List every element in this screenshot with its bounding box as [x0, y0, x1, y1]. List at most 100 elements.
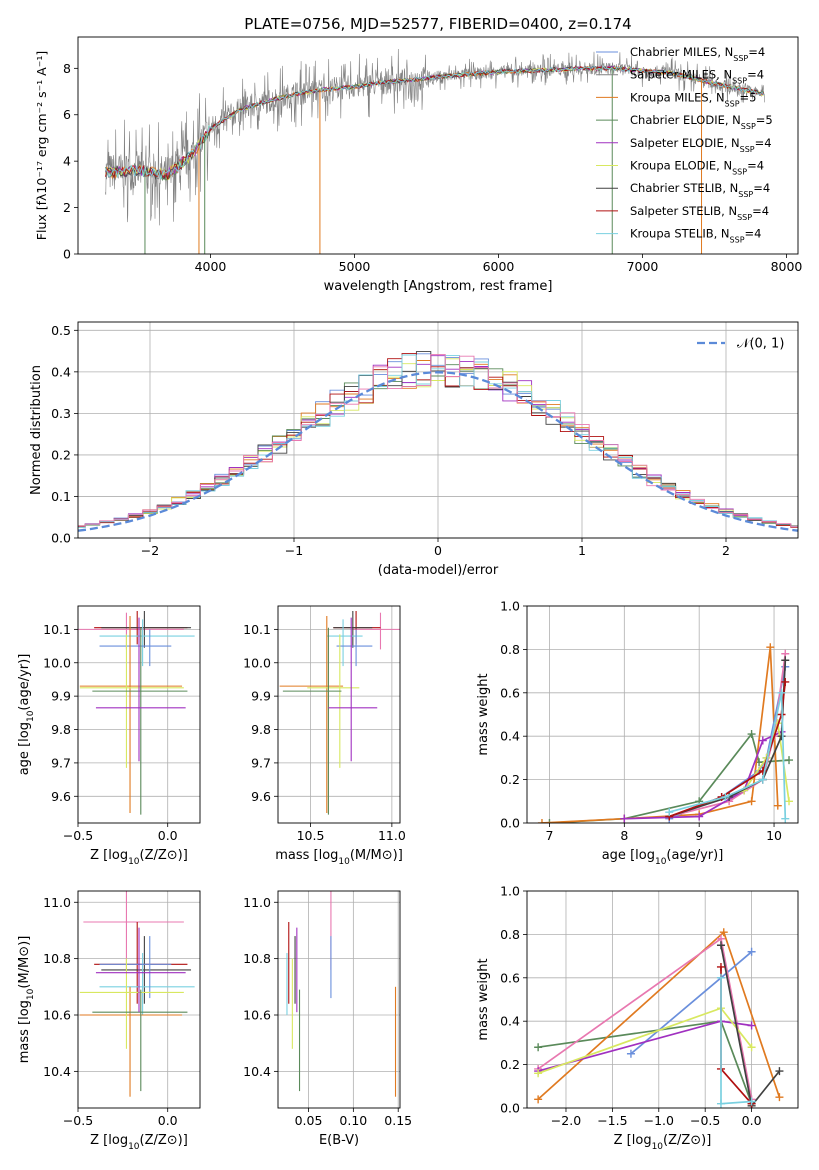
- ytick-label-mass_vs_ebv: 10.4: [243, 1064, 271, 1079]
- xtick-label-residuals: −1: [285, 543, 303, 558]
- ytick-label-spectrum: 0: [63, 247, 71, 262]
- weight-point-marker: [716, 1099, 725, 1108]
- legend-entry: Salpeter ELODIE, NSSP=4: [630, 136, 772, 154]
- errorbar-point: [101, 611, 192, 648]
- ytick-label-mass_vs_ebv: 11.0: [243, 895, 271, 910]
- ytick-label-age_vs_Z: 9.7: [51, 755, 71, 770]
- xlabel-weight_vs_age: age [log10(age/yr)]: [602, 848, 724, 867]
- ytick-label-spectrum: 6: [63, 107, 71, 122]
- xtick-label-spectrum: 5000: [339, 259, 371, 274]
- ytick-label-weight_vs_Z: 0.2: [500, 1057, 520, 1072]
- plot-area-age_vs_mass: [279, 611, 400, 815]
- xlabel-weight_vs_Z-pre: Z [log: [614, 1133, 652, 1148]
- xlabel-weight_vs_age-pre: age [log: [602, 848, 655, 863]
- xlabel-residuals: (data-model)/error: [378, 563, 499, 578]
- weight-point-marker: [716, 973, 725, 982]
- panel-spectrum: 4000 5000 6000 7000 8000 0 2 4 6 8 wavelength [Ang…: [34, 36, 802, 294]
- xtick-label-weight_vs_age: 9: [695, 828, 703, 843]
- ytick-label-weight_vs_Z: 0.8: [500, 927, 520, 942]
- errorbar-point: [328, 617, 378, 762]
- ytick-label-mass_vs_Z: 10.4: [43, 1064, 71, 1079]
- ytick-label-residuals: 0.4: [51, 364, 71, 379]
- xtick-label-mass_vs_ebv: 0.15: [384, 1113, 412, 1128]
- ylabel-mass_vs_Z: mass [log10(M/M⊙)]: [17, 936, 36, 1064]
- legend-entry-text: Salpeter STELIB, N: [630, 204, 737, 218]
- plot-area-age_vs_Z: [78, 611, 195, 815]
- ytick-label-mass_vs_ebv: 10.8: [243, 951, 271, 966]
- errorbar-point: [92, 989, 188, 1092]
- ytick-label-mass_vs_Z: 11.0: [43, 895, 71, 910]
- xtick-label-residuals: 2: [722, 543, 730, 558]
- ytick-label-spectrum: 8: [63, 61, 71, 76]
- panel-mass_vs_ebv: 0.05 0.10 0.15 10.4 10.6 10.8 11.0 E(B-V): [243, 890, 412, 1148]
- errorbar-point: [79, 616, 183, 813]
- xtick-label-age_vs_Z: 0.0: [158, 828, 178, 843]
- ytick-label-age_vs_mass: 10.1: [243, 622, 271, 637]
- weight-series-line: [541, 647, 779, 823]
- xlabel-age_vs_Z-pre: Z [log: [90, 848, 128, 863]
- errorbar-point: [79, 958, 184, 1049]
- weight-point-marker: [534, 1043, 543, 1052]
- legend-entry-sub: SSP: [733, 54, 748, 63]
- weight-point-marker: [758, 736, 767, 745]
- legend-entry-sub: SSP: [725, 99, 740, 108]
- weight-point-marker: [534, 1069, 543, 1078]
- xtick-label-spectrum: 4000: [195, 259, 227, 274]
- errorbar-point: [336, 629, 373, 667]
- weight-point-marker: [773, 801, 782, 810]
- ytick-label-spectrum: 2: [63, 200, 71, 215]
- xlabel-age_vs_mass-pre: mass [log: [275, 848, 338, 863]
- ytick-label-mass_vs_ebv: 10.6: [243, 1008, 271, 1023]
- ytick-label-spectrum: 4: [63, 154, 71, 169]
- plot-area-spectrum: [104, 48, 765, 254]
- errorbar-point: [99, 619, 195, 667]
- ytick-label-weight_vs_age: 0.0: [500, 816, 520, 831]
- weight-point-marker: [781, 656, 790, 665]
- ylabel-mass_vs_Z-post: (M/M⊙)]: [17, 936, 32, 989]
- legend-entry-sub: SSP: [737, 212, 752, 221]
- weight-point-marker: [716, 941, 725, 950]
- legend-entry: Chabrier ELODIE, NSSP=5: [630, 113, 773, 131]
- panel-age_vs_Z: −0.5 0.09.69.79.89.910.010.1Z [log10(Z/Z⊙…: [17, 605, 201, 867]
- ytick-label-weight_vs_age: 0.8: [500, 642, 520, 657]
- errorbar-point: [326, 619, 363, 667]
- frame-age_vs_Z: [77, 605, 201, 824]
- legend-entry-tail: =4: [755, 136, 772, 150]
- xlabel-mass_vs_Z-pre: Z [log: [90, 1133, 128, 1148]
- plot-area-weight_vs_age: [537, 643, 794, 823]
- ytick-label-weight_vs_age: 0.6: [500, 685, 520, 700]
- xtick-label-weight_vs_Z: −2.0: [551, 1113, 581, 1128]
- errorbar-point: [333, 611, 373, 648]
- legend-entry-text: Chabrier ELODIE, N: [630, 113, 741, 127]
- ytick-label-age_vs_Z: 10.1: [43, 622, 71, 637]
- weight-point-marker: [781, 677, 790, 686]
- errorbar-point: [95, 617, 186, 762]
- legend-entry-text: Salpeter MILES, N: [630, 68, 732, 82]
- legend-entry-text: Kroupa MILES, N: [630, 90, 725, 104]
- xlabel-age_vs_Z: Z [log10(Z/Z⊙)]: [90, 848, 188, 867]
- xlabel-weight_vs_Z-post: (Z/Z⊙)]: [663, 1133, 711, 1148]
- normal-reference-curve: [78, 371, 798, 532]
- ytick-label-weight_vs_age: 0.4: [500, 729, 520, 744]
- xlabel-spectrum: wavelength [Angstrom, rest frame]: [324, 279, 553, 294]
- panel-mass_vs_Z: −0.5 0.010.410.610.811.0Z [log10(Z/Z⊙)]ma…: [17, 890, 201, 1152]
- weight-point-marker: [534, 1095, 543, 1104]
- legend-entry-text: Chabrier MILES, N: [630, 45, 733, 59]
- weight-point-marker: [785, 797, 794, 806]
- xlabel-weight_vs_age-post: (age/yr)]: [666, 848, 723, 863]
- weight-point-marker: [747, 947, 756, 956]
- legend-entry: Salpeter STELIB, NSSP=4: [630, 204, 769, 222]
- xtick-label-mass_vs_ebv: 0.05: [295, 1113, 323, 1128]
- ytick-label-mass_vs_Z: 10.8: [43, 951, 71, 966]
- weight-point-marker: [747, 1097, 756, 1106]
- errorbar-point: [95, 927, 186, 1013]
- legend-entry-tail: =5: [740, 90, 757, 104]
- errorbar-point: [352, 612, 400, 650]
- ylabel-weight_vs_Z: mass weight: [476, 958, 491, 1040]
- weight-point-marker: [775, 1067, 784, 1076]
- frame-spectrum: [77, 36, 799, 255]
- xtick-label-residuals: −2: [141, 543, 159, 558]
- ylabel-mass_vs_Z-sub: 10: [26, 988, 36, 1000]
- weight-series-line: [537, 1007, 753, 1075]
